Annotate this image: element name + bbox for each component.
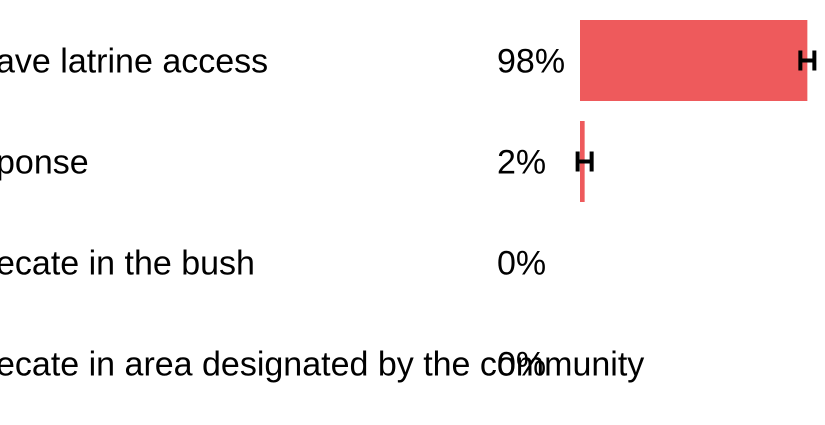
- chart-row: ecate in the bush 0%: [0, 245, 546, 283]
- category-label: ponse: [0, 144, 89, 182]
- bar: [580, 20, 808, 101]
- value-label: 98%: [497, 43, 565, 81]
- chart-row: ave latrine access 98%: [0, 20, 817, 101]
- category-label: ecate in area designated by the communit…: [0, 346, 644, 384]
- chart-row: ecate in area designated by the communit…: [0, 346, 644, 384]
- chart-rows: ave latrine access 98% ponse 2% ecate in the…: [0, 20, 817, 384]
- value-label: 0%: [497, 245, 546, 283]
- error-bar: [798, 50, 817, 71]
- value-label: 0%: [497, 346, 546, 384]
- error-bar: [575, 151, 594, 172]
- value-label: 2%: [497, 144, 546, 182]
- chart-row: ponse 2%: [0, 121, 594, 202]
- category-label: ecate in the bush: [0, 245, 255, 283]
- category-label: ave latrine access: [0, 43, 268, 81]
